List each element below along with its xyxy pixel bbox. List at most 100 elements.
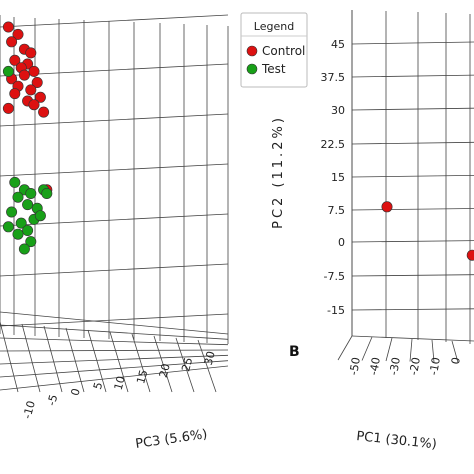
floor-grid-line bbox=[451, 340, 459, 363]
grid-line-horizontal bbox=[0, 213, 229, 227]
floor-grid-line bbox=[197, 339, 217, 393]
grid-line-horizontal bbox=[351, 240, 474, 243]
pc3-tick-label: 20 bbox=[157, 362, 173, 379]
grid-line-horizontal bbox=[0, 14, 229, 28]
pc1-tick-label: -40 bbox=[367, 356, 383, 376]
data-point-test bbox=[22, 199, 34, 211]
grid-line-horizontal bbox=[351, 308, 474, 311]
floor-grid-line bbox=[153, 335, 173, 393]
right-panel-points bbox=[381, 201, 474, 261]
pc1-tick-label: -20 bbox=[407, 356, 423, 376]
legend-test-label: Test bbox=[261, 62, 286, 76]
data-point-test bbox=[22, 225, 34, 237]
floor-grid-line bbox=[43, 325, 63, 393]
legend-box bbox=[240, 12, 308, 88]
pc3-tick-label: 10 bbox=[112, 375, 128, 392]
legend-control-label: Control bbox=[262, 44, 305, 58]
floor-grid-line bbox=[0, 360, 229, 378]
data-point-control bbox=[28, 99, 40, 111]
floor-grid-line bbox=[431, 339, 435, 363]
pc3-axis-title: PC3 (5.6%) bbox=[134, 427, 208, 452]
pc3-tick-label: 5 bbox=[91, 381, 105, 391]
pc1-tick-label: 0 bbox=[449, 356, 463, 365]
pc2-tick-label: -7.5 bbox=[324, 270, 345, 283]
right-panel-pc1-ticks: -50 -40 -30 -20 -10 0 bbox=[347, 356, 463, 376]
data-point-control bbox=[9, 88, 21, 100]
grid-line-horizontal bbox=[351, 175, 474, 178]
grid-line-horizontal bbox=[351, 208, 474, 211]
floor-grid-line bbox=[131, 333, 151, 393]
data-point-control bbox=[6, 36, 18, 48]
pc1-tick-label: -50 bbox=[347, 356, 363, 376]
floor-grid-line bbox=[0, 337, 229, 346]
floor-grid-line bbox=[337, 335, 353, 361]
data-point-control bbox=[18, 69, 30, 81]
grid-line-horizontal bbox=[351, 41, 474, 45]
data-point-test bbox=[12, 228, 24, 240]
data-point-control bbox=[466, 249, 474, 261]
data-point-test bbox=[9, 176, 21, 188]
data-point-control bbox=[12, 28, 24, 40]
floor-grid-line bbox=[361, 336, 373, 361]
floor-grid-line bbox=[0, 324, 229, 340]
pc2-tick-label: 22.5 bbox=[321, 138, 346, 151]
floor-grid-line bbox=[351, 335, 474, 342]
pc3-tick-label: 15 bbox=[134, 368, 150, 385]
data-point-test bbox=[12, 191, 24, 203]
right-panel-grid bbox=[337, 10, 474, 363]
pc2-tick-label: 37.5 bbox=[321, 71, 346, 84]
grid-line-horizontal bbox=[351, 74, 474, 78]
floor-grid-line bbox=[385, 337, 393, 362]
data-point-test bbox=[15, 217, 27, 229]
grid-line-horizontal bbox=[351, 141, 474, 145]
pc2-tick-label: 15 bbox=[331, 171, 345, 184]
floor-grid-line bbox=[65, 327, 85, 393]
data-point-control bbox=[34, 91, 46, 103]
floor-grid-line bbox=[409, 338, 413, 362]
grid-line-horizontal bbox=[351, 107, 474, 111]
data-point-test bbox=[2, 65, 14, 77]
floor-grid-line bbox=[0, 321, 19, 393]
legend-title: Legend bbox=[254, 20, 294, 33]
pc2-tick-label: 7.5 bbox=[328, 204, 346, 217]
floor-grid-line bbox=[175, 337, 195, 393]
right-panel-pc2-ticks: 45 37.5 30 22.5 15 7.5 0 -7.5 -15 bbox=[321, 38, 346, 317]
data-point-control bbox=[38, 106, 50, 118]
data-point-test bbox=[25, 188, 37, 200]
floor-grid-line bbox=[21, 323, 41, 393]
floor-grid-line bbox=[0, 311, 229, 335]
data-point-control bbox=[2, 21, 14, 33]
panel-label-b: B bbox=[289, 344, 300, 360]
data-point-control bbox=[25, 47, 37, 59]
data-point-control bbox=[9, 54, 21, 66]
data-point-control bbox=[31, 77, 43, 89]
pc3-tick-label: 0 bbox=[69, 387, 83, 397]
grid-line-horizontal bbox=[0, 263, 229, 277]
pc1-tick-label: -30 bbox=[387, 356, 403, 376]
left-panel-pc3-ticks: -10 -5 05 10 15 20 25 30 bbox=[21, 350, 218, 420]
data-point-test bbox=[18, 243, 30, 255]
data-point-control bbox=[381, 201, 393, 213]
pc2-tick-label: 45 bbox=[331, 38, 345, 51]
grid-line-horizontal bbox=[0, 163, 229, 177]
floor-grid-line bbox=[0, 354, 229, 365]
legend: Legend Control Test bbox=[240, 12, 308, 88]
pc3-tick-label: 30 bbox=[202, 350, 218, 367]
pc2-axis-title: PC2 (11.2%) bbox=[271, 115, 286, 229]
data-point-test bbox=[2, 221, 14, 233]
pc2-tick-label: 30 bbox=[331, 104, 345, 117]
grid-line-horizontal bbox=[0, 113, 229, 127]
floor-grid-line bbox=[0, 349, 229, 352]
pc2-tick-label: 0 bbox=[338, 236, 345, 249]
pc3-tick-label: -10 bbox=[21, 399, 38, 420]
grid-line-horizontal bbox=[351, 274, 474, 277]
pc1-tick-label: -10 bbox=[427, 356, 443, 376]
pc3-tick-label: -5 bbox=[45, 393, 60, 407]
data-point-control bbox=[28, 65, 40, 77]
legend-test-dot bbox=[246, 63, 258, 75]
data-point-test bbox=[34, 210, 46, 222]
data-point-control bbox=[2, 102, 14, 114]
data-point-test bbox=[41, 188, 53, 200]
left-panel-points bbox=[2, 21, 53, 255]
data-point-test bbox=[25, 236, 37, 248]
